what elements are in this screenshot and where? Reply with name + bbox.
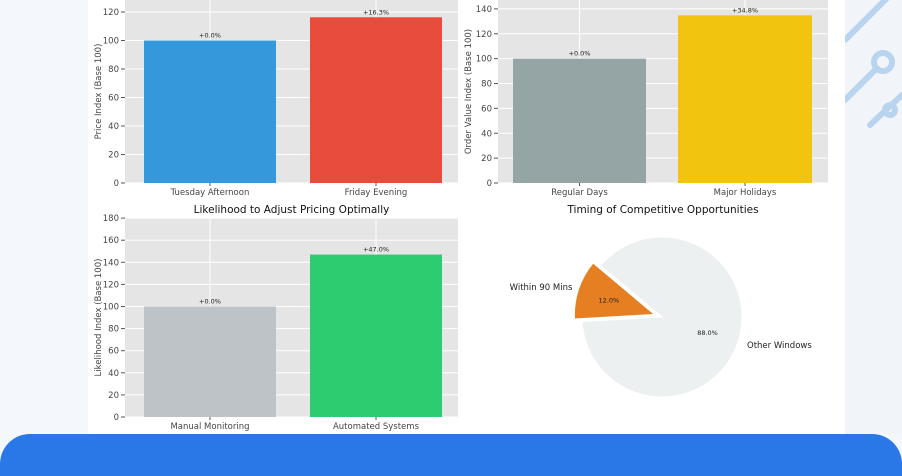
bar <box>678 15 812 183</box>
pie-slice <box>581 236 743 398</box>
y-tick-label: 80 <box>481 80 492 90</box>
y-tick-label: 80 <box>108 325 119 335</box>
y-tick-label: 120 <box>103 8 119 18</box>
y-axis-label: Likelihood Index (Base 100) <box>94 259 104 377</box>
y-tick-label: 180 <box>103 214 119 224</box>
pie-data-label: 12.0% <box>599 296 620 304</box>
x-tick-label: Manual Monitoring <box>170 422 249 432</box>
bar <box>513 58 646 183</box>
data-label: +34.8% <box>732 6 758 14</box>
bar-chart-2: 0 20 40 60 80 100 120 140 +0.0% Regular Days +34.8… <box>464 0 828 216</box>
y-tick-label: 20 <box>481 154 492 164</box>
y-axis-label: Order Value Index (Base 100) <box>464 29 474 154</box>
decorative-circuit-background <box>845 0 902 434</box>
y-tick-label: 100 <box>103 37 119 47</box>
y-tick-label: 20 <box>108 151 119 161</box>
y-tick-label: 100 <box>476 55 492 65</box>
data-label: +0.0% <box>569 50 591 58</box>
bar <box>144 306 276 417</box>
y-tick-label: 0 <box>114 179 119 189</box>
x-tick-label: Friday Evening <box>345 188 408 198</box>
bar-chart-3: 0 20 40 60 80 100 120 140 160 180 +0.0% Manual Moni… <box>94 204 458 432</box>
pie-label: Within 90 Mins <box>510 283 573 293</box>
y-tick-label: 40 <box>108 122 119 132</box>
pie-label: Other Windows <box>747 341 812 351</box>
x-tick-label: Automated Systems <box>333 422 420 432</box>
y-tick-label: 120 <box>476 30 492 40</box>
circuit-icon <box>845 0 902 128</box>
y-tick-label: 140 <box>476 5 492 15</box>
y-tick-label: 60 <box>108 347 119 357</box>
data-label: +16.3% <box>363 8 389 16</box>
bar-chart-1: 0 20 40 60 80 100 120 +0.0% Tuesday Afternoon +16… <box>94 0 458 198</box>
y-tick-label: 0 <box>114 413 119 423</box>
y-tick-label: 0 <box>487 179 492 189</box>
bar <box>310 254 442 417</box>
y-tick-label: 120 <box>103 280 119 290</box>
y-tick-label: 40 <box>108 369 119 379</box>
y-tick-label: 60 <box>481 104 492 114</box>
data-label: +0.0% <box>199 32 221 40</box>
y-tick-label: 160 <box>103 236 119 246</box>
y-tick-label: 40 <box>481 129 492 139</box>
x-tick-label: Regular Days <box>551 188 608 198</box>
data-label: +47.0% <box>363 246 389 254</box>
y-tick-label: 60 <box>108 94 119 104</box>
x-axis-label: Timing of Competitive Opportunities <box>566 204 758 216</box>
bar <box>144 40 276 183</box>
chart-title: Likelihood to Adjust Pricing Optimally <box>194 204 390 216</box>
pie-data-label: 88.0% <box>697 329 718 337</box>
footer-band <box>0 434 902 476</box>
x-tick-label: Major Holidays <box>714 188 777 198</box>
y-axis-label: Price Index (Base 100) <box>94 44 104 140</box>
bar <box>310 17 442 184</box>
data-label: +0.0% <box>199 298 221 306</box>
x-tick-label: Tuesday Afternoon <box>170 188 250 198</box>
pie-slice <box>573 262 656 320</box>
y-tick-label: 80 <box>108 65 119 75</box>
y-tick-label: 20 <box>108 391 119 401</box>
y-tick-label: 140 <box>103 258 119 268</box>
pie-chart: 12.0% Within 90 Mins 88.0% Other Windows <box>510 236 812 398</box>
y-tick-label: 100 <box>103 303 119 313</box>
